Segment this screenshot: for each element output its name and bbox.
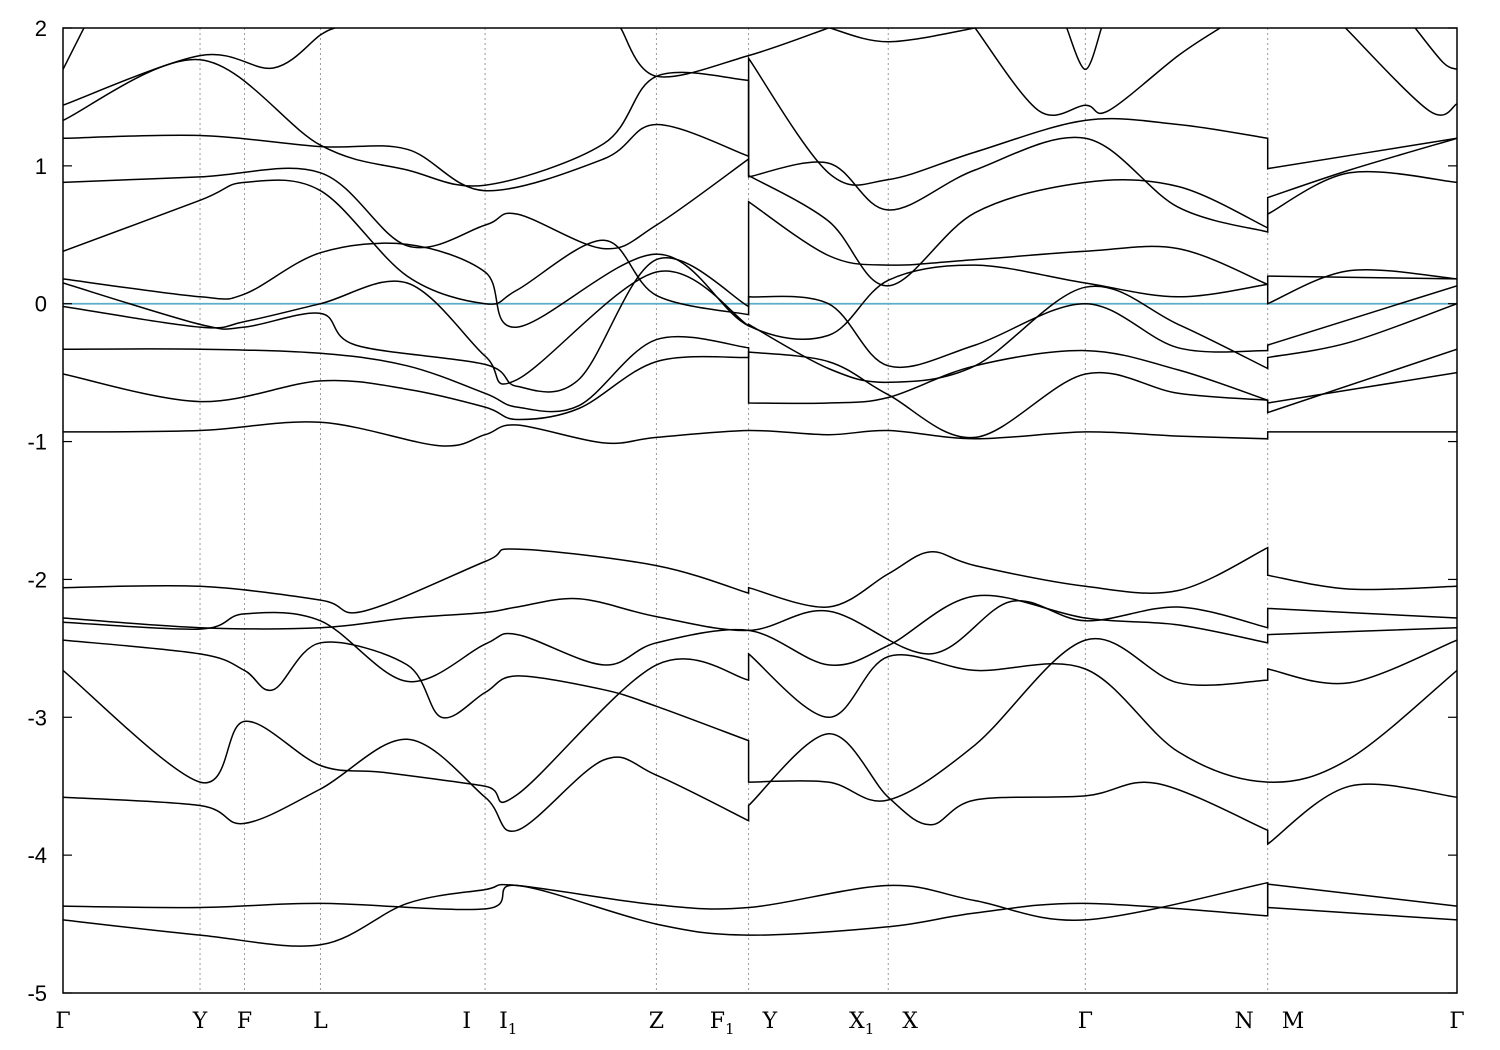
kpoint-label: Γ	[55, 1009, 70, 1034]
band-line-14	[63, 242, 1457, 340]
y-tick-label: -3	[27, 705, 47, 730]
band-line-11	[63, 335, 1457, 414]
band-line-16	[63, 157, 1457, 287]
band-line-10	[63, 351, 1457, 439]
band-line-26	[63, 28, 85, 70]
band-line-7	[63, 597, 1457, 655]
bands-layer	[63, 28, 1457, 947]
kpoint-gridlines	[199, 28, 1269, 993]
band-line-13	[63, 257, 1457, 393]
kpoint-label: X	[902, 1009, 918, 1034]
kpoint-label: Γ	[1078, 1009, 1093, 1034]
band-line-3	[63, 733, 1457, 846]
kpoint-label: M	[1282, 1009, 1305, 1034]
band-line-17	[63, 55, 1457, 192]
kpoint-label: Y	[192, 1009, 208, 1034]
kpoint-label: Γ	[1449, 1009, 1464, 1034]
y-tick-label: 2	[35, 16, 47, 41]
band-line-1	[63, 883, 1457, 936]
kpoint-label: F	[237, 1009, 252, 1034]
y-tick-label: -2	[27, 567, 47, 592]
y-tick-label: -1	[27, 430, 47, 455]
y-tick-label: -5	[27, 981, 47, 1006]
band-line-15	[63, 179, 1457, 316]
band-line-21	[829, 28, 976, 43]
band-line-9	[63, 421, 1457, 447]
y-axis: 2 1 0 -1 -2 -3 -4 -5	[27, 16, 1457, 1006]
kpoint-label: N	[1234, 1009, 1253, 1034]
band-line-18	[63, 58, 1457, 233]
kpoint-label: X1	[849, 1009, 874, 1038]
band-line-25	[1414, 28, 1457, 71]
band-line-22	[974, 28, 1221, 117]
kpoint-label: Y	[762, 1009, 778, 1034]
plot-frame	[62, 27, 1458, 994]
band-line-23	[1066, 28, 1103, 71]
kpoint-label: I1	[499, 1009, 517, 1038]
band-line-8	[63, 546, 1457, 614]
band-line-6	[63, 594, 1457, 683]
band-line-19	[63, 28, 336, 106]
band-line-5	[63, 637, 1457, 802]
band-line-2	[63, 881, 1457, 947]
kpoint-label: Z	[649, 1009, 664, 1034]
y-tick-label: -4	[27, 843, 47, 868]
kpoint-label: L	[313, 1009, 328, 1034]
band-line-4	[63, 652, 1457, 804]
x-axis: Γ Γ Y F L I I1 Z F1 Y X1 X Γ N M	[55, 1009, 1464, 1038]
kpoint-label: I	[462, 1009, 471, 1034]
band-line-24	[1344, 28, 1457, 116]
y-tick-label: 1	[35, 154, 47, 179]
band-line-20	[619, 28, 829, 78]
kpoint-label: F1	[710, 1009, 735, 1038]
y-tick-label: 0	[35, 292, 47, 317]
